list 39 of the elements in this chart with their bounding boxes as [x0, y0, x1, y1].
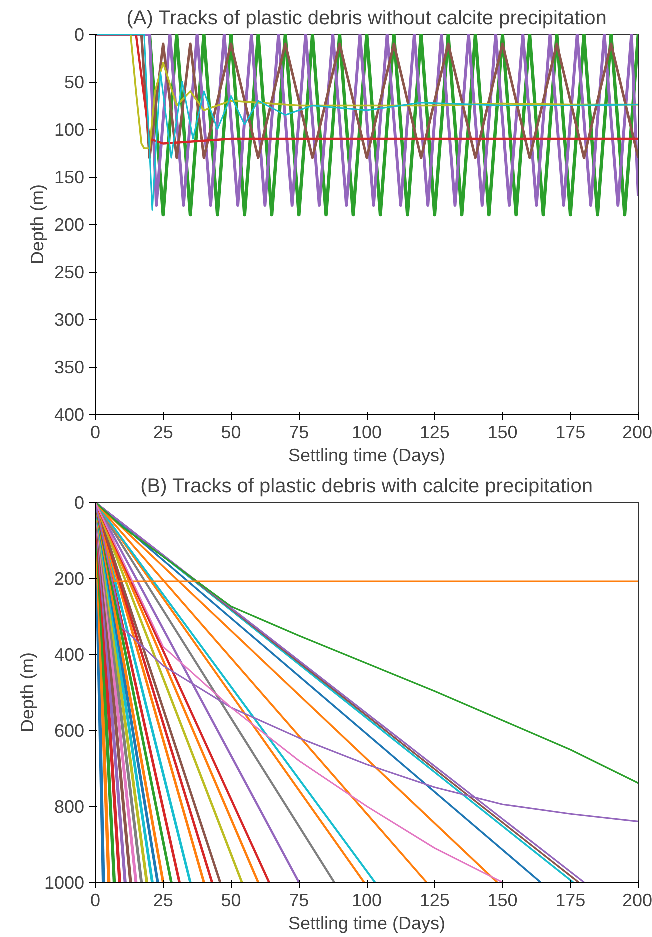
y-tick-label: 800 — [54, 797, 85, 817]
x-tick-label: 50 — [221, 890, 242, 910]
y-tick-label: 400 — [54, 645, 85, 665]
x-tick-label: 175 — [556, 890, 586, 910]
x-tick-label: 75 — [289, 422, 310, 442]
y-tick-label: 0 — [74, 25, 85, 45]
x-tick-label: 100 — [352, 422, 382, 442]
y-axis-title: Depth (m) — [27, 184, 48, 265]
y-tick-label: 200 — [54, 215, 85, 235]
chart-title: (A) Tracks of plastic debris without calcite precipitation — [126, 8, 607, 30]
y-tick-label: 600 — [54, 721, 85, 741]
x-tick-label: 25 — [153, 890, 174, 910]
y-tick-label: 150 — [54, 168, 85, 188]
x-axis-title: Settling time (Days) — [288, 446, 446, 466]
x-axis-title: Settling time (Days) — [288, 914, 446, 934]
x-tick-label: 200 — [622, 422, 652, 442]
x-tick-label: 0 — [90, 890, 101, 910]
y-tick-label: 300 — [54, 310, 85, 330]
y-axis-title: Depth (m) — [17, 652, 38, 733]
x-tick-label: 200 — [622, 890, 652, 910]
y-tick-label: 250 — [54, 262, 85, 282]
chart-title: (B) Tracks of plastic debris with calcite precipitation — [140, 476, 594, 498]
x-tick-label: 150 — [488, 890, 518, 910]
y-tick-label: 350 — [54, 358, 85, 378]
x-tick-label: 25 — [153, 422, 174, 442]
x-tick-label: 0 — [90, 422, 101, 442]
x-tick-label: 100 — [352, 890, 382, 910]
x-tick-label: 150 — [488, 422, 518, 442]
y-tick-label: 1000 — [44, 873, 85, 893]
y-tick-label: 0 — [74, 493, 85, 513]
x-tick-label: 75 — [289, 890, 310, 910]
x-tick-label: 50 — [221, 422, 242, 442]
x-tick-label: 125 — [420, 890, 450, 910]
x-tick-label: 175 — [556, 422, 586, 442]
y-tick-label: 200 — [54, 569, 85, 589]
y-tick-label: 50 — [64, 72, 85, 92]
y-tick-label: 400 — [54, 405, 85, 425]
x-tick-label: 125 — [420, 422, 450, 442]
y-tick-label: 100 — [54, 120, 85, 140]
